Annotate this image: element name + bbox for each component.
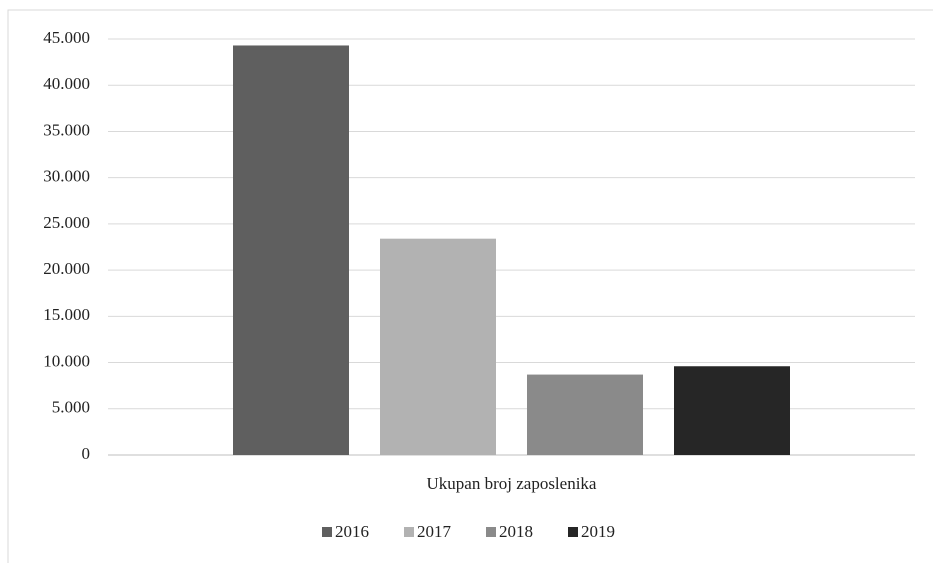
y-tick-label: 40.000: [43, 74, 90, 93]
legend-swatch: [404, 527, 414, 537]
y-tick-label: 45.000: [43, 28, 90, 47]
bar: [380, 238, 496, 455]
bar: [674, 366, 790, 455]
legend-swatch: [322, 527, 332, 537]
y-tick-label: 15.000: [43, 305, 90, 324]
y-tick-label: 25.000: [43, 213, 90, 232]
x-tick-label: Ukupan broj zaposlenika: [427, 474, 597, 493]
legend-swatch: [568, 527, 578, 537]
chart-border: [7, 9, 933, 563]
y-tick-label: 30.000: [43, 167, 90, 186]
legend-label: 2017: [417, 522, 452, 541]
legend-swatch: [486, 527, 496, 537]
legend-label: 2016: [335, 522, 369, 541]
y-tick-label: 0: [82, 444, 91, 463]
y-tick-label: 20.000: [43, 259, 90, 278]
legend-label: 2019: [581, 522, 615, 541]
bar: [233, 45, 349, 456]
y-tick-label: 5.000: [52, 398, 90, 417]
y-tick-label: 35.000: [43, 120, 90, 139]
bar: [527, 374, 643, 455]
legend-label: 2018: [499, 522, 533, 541]
y-tick-label: 10.000: [43, 351, 90, 370]
